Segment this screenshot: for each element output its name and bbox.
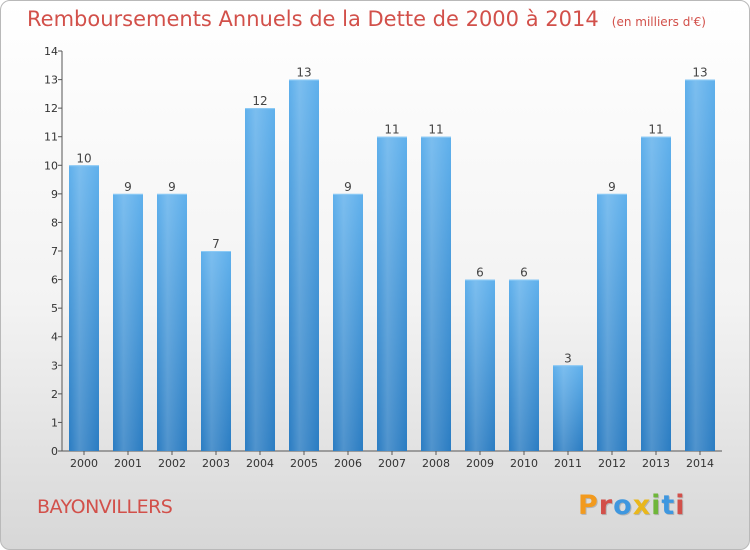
brand-letter: t bbox=[661, 490, 676, 521]
x-tick-label: 2010 bbox=[510, 457, 538, 470]
y-tick-label: 14 bbox=[44, 45, 58, 58]
bar-value-label: 6 bbox=[476, 266, 484, 280]
y-tick-label: 4 bbox=[51, 331, 58, 344]
x-tick-label: 2005 bbox=[290, 457, 318, 470]
bar-shine bbox=[377, 136, 407, 451]
y-tick-label: 2 bbox=[51, 388, 58, 401]
bar-value-label: 13 bbox=[692, 66, 707, 80]
x-tick-label: 2006 bbox=[334, 457, 362, 470]
y-tick-label: 10 bbox=[44, 159, 58, 172]
y-tick-label: 1 bbox=[51, 416, 58, 429]
bar-shine bbox=[421, 136, 451, 451]
bar-value-label: 9 bbox=[124, 180, 132, 194]
brand-letter: x bbox=[632, 490, 652, 521]
bar-shine bbox=[641, 136, 671, 451]
bar-shine bbox=[157, 193, 187, 451]
y-tick-label: 6 bbox=[51, 274, 58, 287]
bar-value-label: 3 bbox=[564, 351, 572, 365]
bar-value-label: 11 bbox=[648, 123, 663, 137]
y-tick-label: 5 bbox=[51, 302, 58, 315]
y-tick-label: 8 bbox=[51, 216, 58, 229]
x-tick-label: 2002 bbox=[158, 457, 186, 470]
x-tick-label: 2012 bbox=[598, 457, 626, 470]
bar-shine bbox=[245, 108, 275, 452]
brand-letter: i bbox=[651, 490, 662, 521]
bar-value-label: 6 bbox=[520, 266, 528, 280]
bars: 10 9 9 7 12 13 9 11 11 6 6 3 9 11 13 bbox=[69, 66, 715, 452]
bar-value-label: 9 bbox=[344, 180, 352, 194]
y-tick-label: 13 bbox=[44, 74, 58, 87]
x-tick-label: 2000 bbox=[70, 457, 98, 470]
x-tick-label: 2007 bbox=[378, 457, 406, 470]
bar-value-label: 7 bbox=[212, 237, 220, 251]
y-tick-label: 0 bbox=[51, 445, 58, 458]
chart-subtitle: (en milliers d'€) bbox=[611, 15, 706, 29]
x-tick-label: 2001 bbox=[114, 457, 142, 470]
title-row: Remboursements Annuels de la Dette de 20… bbox=[27, 7, 706, 31]
y-tick-label: 7 bbox=[51, 245, 58, 258]
x-tick-label: 2008 bbox=[422, 457, 450, 470]
x-tick-label: 2011 bbox=[554, 457, 582, 470]
y-tick-label: 11 bbox=[44, 131, 58, 144]
bar-shine bbox=[333, 193, 363, 451]
y-tick-label: 9 bbox=[51, 188, 58, 201]
brand-logo: Proxiti bbox=[578, 490, 686, 521]
brand-letter: i bbox=[675, 490, 686, 521]
bar-shine bbox=[597, 193, 627, 451]
bar-shine bbox=[113, 193, 143, 451]
bar-value-label: 11 bbox=[428, 123, 443, 137]
commune-name: BAYONVILLERS bbox=[37, 496, 173, 518]
bar-shine bbox=[465, 279, 495, 451]
bar-value-label: 10 bbox=[76, 151, 91, 165]
chart-title: Remboursements Annuels de la Dette de 20… bbox=[27, 7, 599, 31]
x-tick-label: 2014 bbox=[686, 457, 714, 470]
bar-shine bbox=[201, 251, 231, 451]
bar-value-label: 9 bbox=[608, 180, 616, 194]
bar-value-label: 9 bbox=[168, 180, 176, 194]
brand-letter: r bbox=[598, 490, 614, 521]
brand-letter: P bbox=[578, 490, 599, 521]
bar-value-label: 11 bbox=[384, 123, 399, 137]
y-tick-label: 3 bbox=[51, 359, 58, 372]
y-tick-label: 12 bbox=[44, 102, 58, 115]
x-axis: 2000 2001 2002 2003 2004 2005 2006 2007 2008 2009… bbox=[62, 450, 722, 470]
x-tick-label: 2003 bbox=[202, 457, 230, 470]
x-tick-label: 2013 bbox=[642, 457, 670, 470]
bar-shine bbox=[509, 279, 539, 451]
x-tick-label: 2004 bbox=[246, 457, 274, 470]
bar-value-label: 12 bbox=[252, 94, 267, 108]
bar-shine bbox=[553, 365, 583, 451]
bar-shine bbox=[685, 79, 715, 452]
x-tick-label: 2009 bbox=[466, 457, 494, 470]
bar-shine bbox=[289, 79, 319, 452]
brand-letter: o bbox=[613, 490, 633, 521]
bar-shine bbox=[69, 165, 99, 452]
bar-value-label: 13 bbox=[296, 66, 311, 80]
